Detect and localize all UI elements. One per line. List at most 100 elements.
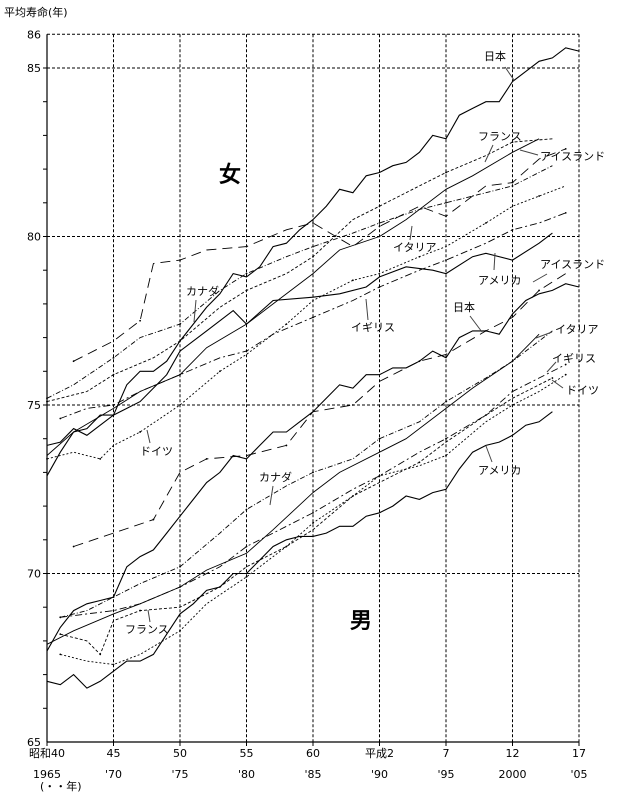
data-point <box>179 340 181 342</box>
data-point <box>378 225 381 228</box>
y-tick-label: 86 <box>27 28 41 41</box>
data-point <box>179 373 181 376</box>
series-line <box>46 165 553 399</box>
annotation-label: フランス <box>478 130 522 143</box>
data-point <box>112 609 115 612</box>
data-point <box>445 171 447 174</box>
data-point <box>312 511 314 514</box>
x-tick-label-era: 50 <box>173 747 187 760</box>
data-point <box>139 431 142 433</box>
data-point <box>112 663 115 666</box>
series-lines <box>46 47 580 689</box>
x-tick-label-year: '95 <box>437 768 454 781</box>
data-point <box>285 444 288 447</box>
annotation-pointer <box>551 379 564 389</box>
data-point <box>378 222 381 224</box>
annotation-pointer <box>469 315 483 333</box>
y-axis-label: 平均寿命(年) <box>4 5 68 19</box>
data-point <box>46 458 48 460</box>
x-tick-label-year: '85 <box>304 768 321 781</box>
annotation-label: フランス <box>125 623 169 636</box>
data-point <box>564 363 567 366</box>
annotation-label: ドイツ <box>566 384 599 397</box>
annotation-pointer <box>535 331 553 339</box>
data-point <box>378 286 381 288</box>
data-point <box>485 222 487 224</box>
x-tick-label-era: 平成2 <box>365 747 394 760</box>
data-point <box>72 545 75 548</box>
data-point <box>59 417 62 420</box>
annotation-pointer <box>519 149 539 156</box>
data-point <box>538 289 540 292</box>
data-point <box>511 181 514 184</box>
data-point <box>59 616 62 619</box>
data-point <box>112 373 115 376</box>
data-point <box>511 390 514 393</box>
data-point <box>352 279 354 282</box>
data-point <box>46 400 48 403</box>
series-line <box>46 138 553 403</box>
annotation-pointer <box>269 485 274 506</box>
series-line <box>60 377 553 656</box>
x-tick-label-era: 55 <box>240 747 254 760</box>
annotation-label: アイスランド <box>540 258 605 271</box>
series-line <box>73 148 566 362</box>
x-tick-label-era: 12 <box>506 747 520 760</box>
annotation-label: イギリス <box>351 321 395 334</box>
data-point <box>179 565 181 568</box>
data-point <box>312 222 314 224</box>
data-point <box>511 404 514 406</box>
data-point <box>378 474 381 477</box>
data-point <box>352 495 354 497</box>
x-tick-label-year: '70 <box>105 768 122 781</box>
data-point <box>285 323 288 326</box>
data-point <box>99 653 102 656</box>
data-point <box>245 575 248 578</box>
y-tick-label: 65 <box>27 736 41 749</box>
data-point <box>511 228 514 231</box>
data-point <box>72 360 75 363</box>
annotation-pointer <box>532 273 548 283</box>
data-point <box>511 141 514 144</box>
annotation-label: イギリス <box>552 352 596 365</box>
x-tick-label-era: 45 <box>107 747 121 760</box>
annotation-pointer <box>146 429 151 444</box>
x-tick-label-year: 2000 <box>499 768 527 781</box>
annotation-label: 日本 <box>484 49 506 63</box>
annotation-label: 日本 <box>453 300 475 314</box>
series-line <box>46 411 553 689</box>
data-point <box>445 400 447 403</box>
annotation-pointer <box>409 225 413 241</box>
data-point <box>312 522 314 524</box>
annotation-pointer <box>484 144 494 163</box>
annotation-label: アイスランド <box>540 150 605 163</box>
data-point <box>112 404 115 406</box>
data-point <box>139 609 142 612</box>
annotation-label: アメリカ <box>478 274 521 287</box>
data-point <box>285 545 288 548</box>
series-line <box>46 333 540 645</box>
data-point <box>179 629 181 632</box>
y-tick-label: 70 <box>27 568 41 581</box>
data-point <box>46 397 48 400</box>
data-point <box>245 289 248 292</box>
x-tick-label-year: 1965 <box>33 768 61 781</box>
x-tick-label-era: 昭和40 <box>29 747 65 760</box>
series-line <box>46 232 553 446</box>
x-tick-label-era: 7 <box>443 747 450 760</box>
data-point <box>245 508 248 511</box>
data-point <box>245 545 248 548</box>
data-point <box>312 471 314 474</box>
x-tick-label-year: '75 <box>171 768 188 781</box>
data-point <box>219 586 221 588</box>
data-point <box>564 373 567 376</box>
annotation-label: ドイツ <box>140 445 173 458</box>
annotation-label: カナダ <box>186 284 219 298</box>
data-point <box>99 458 102 460</box>
data-point <box>139 319 142 322</box>
data-point <box>418 255 421 258</box>
data-point <box>312 316 314 319</box>
data-point <box>352 404 354 406</box>
x-tick-label-year: '80 <box>238 768 255 781</box>
